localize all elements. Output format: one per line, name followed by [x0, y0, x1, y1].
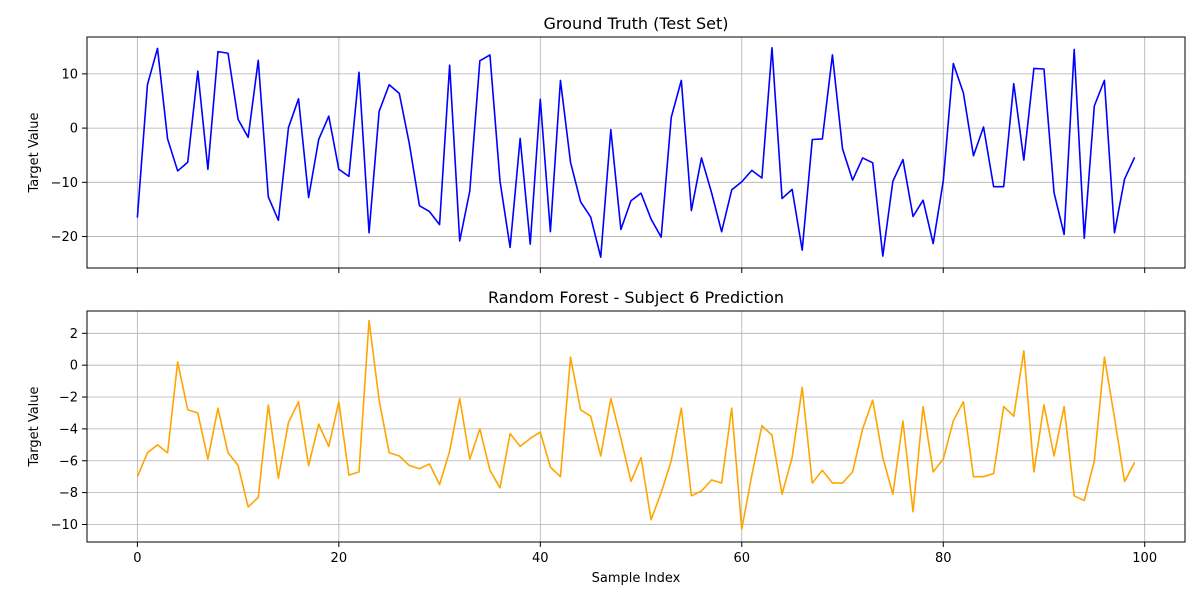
chart-ground-truth: −20 −10 0 10 Ground Truth (Test Set) Target V… — [27, 14, 1186, 273]
y-tick-label: −6 — [59, 454, 78, 469]
y-tick-label: −2 — [59, 391, 78, 406]
y-axis-label: Target Value — [27, 386, 42, 467]
y-axis-label: Target Value — [27, 112, 42, 193]
y-tick-label: 2 — [70, 327, 78, 342]
series-line — [136, 47, 1136, 258]
x-tick-label: 40 — [532, 551, 549, 566]
series-line — [136, 319, 1136, 531]
x-tick-label: 80 — [935, 551, 952, 566]
chart-title: Random Forest - Subject 6 Prediction — [488, 288, 784, 307]
x-axis-label: Sample Index — [592, 571, 681, 586]
x-tick-label: 20 — [331, 551, 348, 566]
y-tick-label: 0 — [70, 122, 78, 137]
y-tick-label: 10 — [61, 67, 78, 82]
chart-random-forest-prediction: 0 20 40 60 80 100 −10 −8 −6 −4 −2 0 2 Random Forest -… — [27, 288, 1186, 586]
y-tick-label: −4 — [59, 422, 78, 437]
y-tick-label: −20 — [51, 230, 78, 245]
y-tick-label: −10 — [51, 176, 78, 191]
y-tick-label: −10 — [51, 518, 78, 533]
x-tick-label: 0 — [133, 551, 141, 566]
y-tick-label: −8 — [59, 486, 78, 501]
axes-frame — [86, 310, 1186, 543]
x-tick-label: 60 — [733, 551, 750, 566]
x-tick-label: 100 — [1132, 551, 1157, 566]
chart-title: Ground Truth (Test Set) — [544, 14, 729, 33]
axes-frame — [86, 36, 1186, 269]
y-tick-label: 0 — [70, 359, 78, 374]
